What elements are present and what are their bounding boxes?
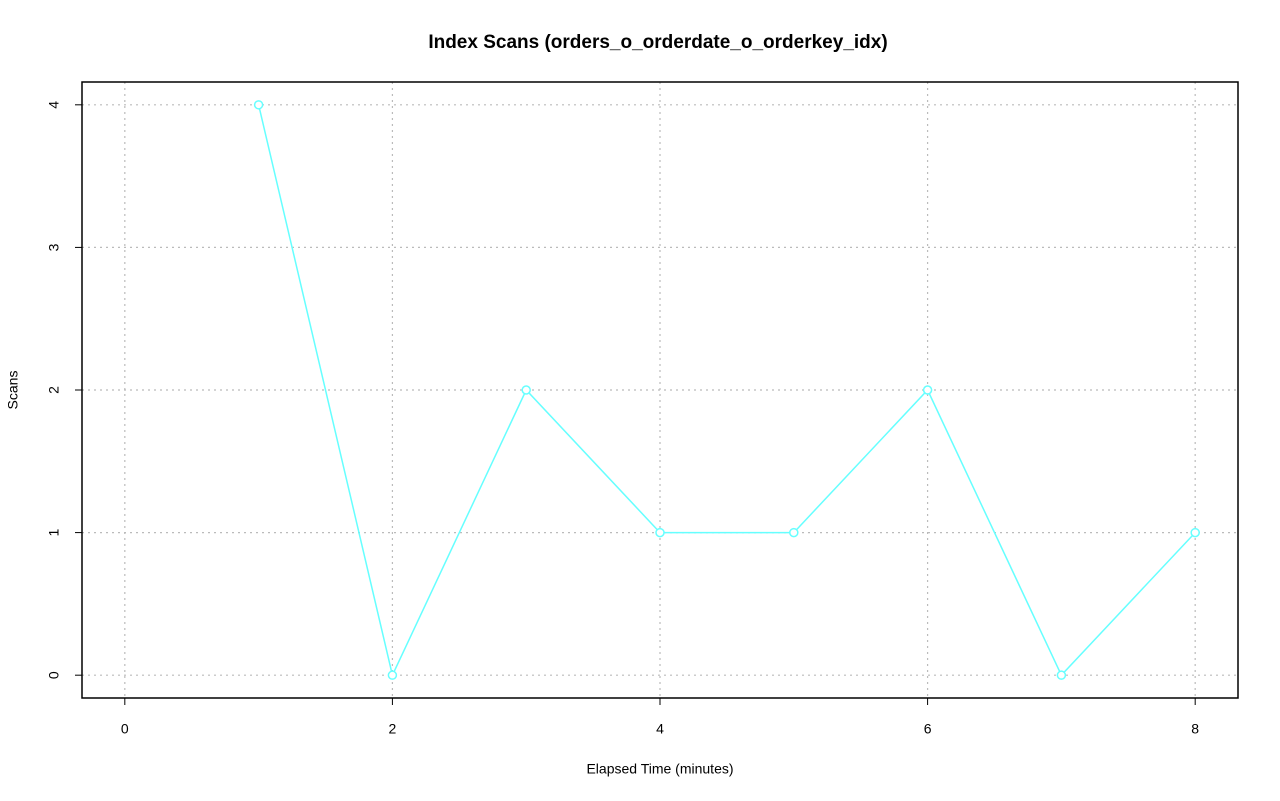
y-axis-label: Scans [5,371,21,410]
data-point [521,385,531,395]
x-tick-label: 6 [924,721,932,737]
plot-frame [81,81,1239,699]
y-tick-label: 1 [46,528,62,536]
data-point [789,527,799,538]
x-axis-label: Elapsed Time (minutes) [586,761,733,777]
data-point [253,100,264,110]
data-line [257,104,1196,678]
x-tick-label: 0 [121,721,129,737]
y-tick-label: 0 [46,671,62,679]
y-tick-label: 4 [46,101,62,109]
x-tick-label: 8 [1191,721,1199,737]
x-tick-label: 4 [656,721,664,737]
y-tick-label: 2 [46,386,62,394]
data-point [387,670,398,680]
data-point [655,527,665,538]
y-tick-label: 3 [46,243,62,251]
chart-title: Index Scans (orders_o_orderdate_o_orderk… [428,32,887,53]
data-point [1190,527,1200,538]
x-tick-label: 2 [389,721,397,737]
data-point [922,385,933,395]
data-point [1056,670,1067,680]
